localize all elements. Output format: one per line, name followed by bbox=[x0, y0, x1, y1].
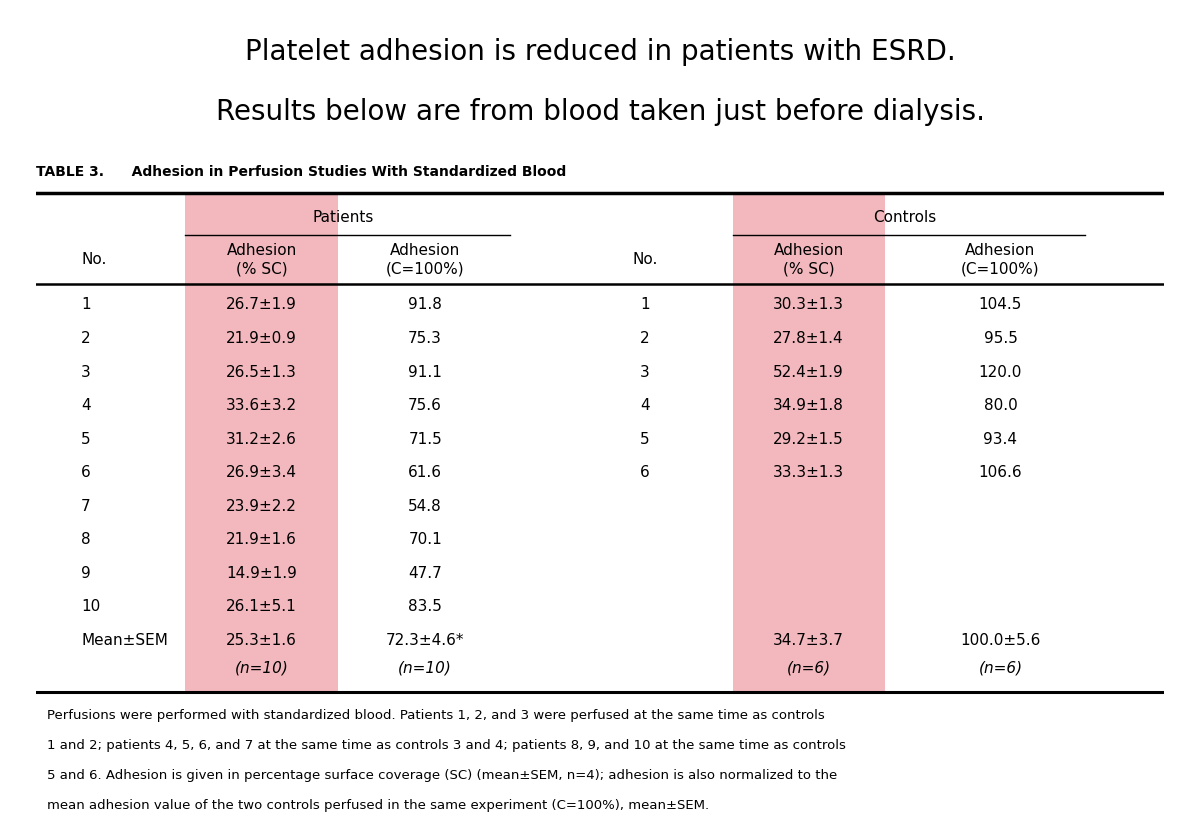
Text: 104.5: 104.5 bbox=[979, 298, 1022, 313]
Text: 6: 6 bbox=[641, 465, 650, 480]
Text: 5: 5 bbox=[82, 432, 91, 447]
Text: Platelet adhesion is reduced in patients with ESRD.: Platelet adhesion is reduced in patients… bbox=[245, 38, 955, 66]
Text: Patients: Patients bbox=[313, 210, 374, 226]
Text: 26.7±1.9: 26.7±1.9 bbox=[226, 298, 298, 313]
Text: 91.8: 91.8 bbox=[408, 298, 442, 313]
Text: 30.3±1.3: 30.3±1.3 bbox=[773, 298, 844, 313]
Text: 106.6: 106.6 bbox=[979, 465, 1022, 480]
Text: 14.9±1.9: 14.9±1.9 bbox=[226, 566, 298, 581]
Text: 3: 3 bbox=[641, 365, 650, 380]
Text: Adhesion
(% SC): Adhesion (% SC) bbox=[774, 243, 844, 276]
Text: 21.9±1.6: 21.9±1.6 bbox=[226, 533, 298, 547]
Text: (n=6): (n=6) bbox=[787, 661, 830, 676]
Text: 5: 5 bbox=[641, 432, 650, 447]
Bar bbox=[186, 193, 337, 692]
Text: No.: No. bbox=[632, 252, 658, 267]
Text: Results below are from blood taken just before dialysis.: Results below are from blood taken just … bbox=[216, 98, 984, 126]
Text: 52.4±1.9: 52.4±1.9 bbox=[773, 365, 844, 380]
Text: mean adhesion value of the two controls perfused in the same experiment (C=100%): mean adhesion value of the two controls … bbox=[47, 800, 709, 812]
Bar bbox=[732, 193, 884, 692]
Text: 34.9±1.8: 34.9±1.8 bbox=[773, 398, 844, 414]
Text: 26.5±1.3: 26.5±1.3 bbox=[226, 365, 298, 380]
Text: No.: No. bbox=[82, 252, 107, 267]
Text: 93.4: 93.4 bbox=[984, 432, 1018, 447]
Text: 31.2±2.6: 31.2±2.6 bbox=[226, 432, 298, 447]
Text: (n=6): (n=6) bbox=[978, 661, 1022, 676]
Text: 10: 10 bbox=[82, 600, 101, 614]
Text: 4: 4 bbox=[641, 398, 650, 414]
Text: TABLE 3.: TABLE 3. bbox=[36, 165, 104, 179]
Text: 2: 2 bbox=[641, 331, 650, 346]
Text: 71.5: 71.5 bbox=[408, 432, 442, 447]
Text: 7: 7 bbox=[82, 499, 91, 514]
Text: 27.8±1.4: 27.8±1.4 bbox=[773, 331, 844, 346]
Text: Perfusions were performed with standardized blood. Patients 1, 2, and 3 were per: Perfusions were performed with standardi… bbox=[47, 709, 826, 721]
Text: 70.1: 70.1 bbox=[408, 533, 442, 547]
Text: 26.9±3.4: 26.9±3.4 bbox=[226, 465, 298, 480]
Text: (n=10): (n=10) bbox=[235, 661, 288, 676]
Text: 54.8: 54.8 bbox=[408, 499, 442, 514]
Text: 1: 1 bbox=[641, 298, 650, 313]
Text: 9: 9 bbox=[82, 566, 91, 581]
Text: 25.3±1.6: 25.3±1.6 bbox=[226, 633, 298, 648]
Text: 6: 6 bbox=[82, 465, 91, 480]
Text: 75.3: 75.3 bbox=[408, 331, 442, 346]
Text: 21.9±0.9: 21.9±0.9 bbox=[226, 331, 298, 346]
Text: 47.7: 47.7 bbox=[408, 566, 442, 581]
Text: 91.1: 91.1 bbox=[408, 365, 442, 380]
Text: Mean±SEM: Mean±SEM bbox=[82, 633, 168, 648]
Text: Adhesion
(C=100%): Adhesion (C=100%) bbox=[961, 243, 1039, 276]
Text: 100.0±5.6: 100.0±5.6 bbox=[960, 633, 1040, 648]
Text: 80.0: 80.0 bbox=[984, 398, 1018, 414]
Text: 33.3±1.3: 33.3±1.3 bbox=[773, 465, 845, 480]
Text: 23.9±2.2: 23.9±2.2 bbox=[226, 499, 298, 514]
Text: 120.0: 120.0 bbox=[979, 365, 1022, 380]
Text: (n=10): (n=10) bbox=[398, 661, 452, 676]
Text: 3: 3 bbox=[82, 365, 91, 380]
Text: 75.6: 75.6 bbox=[408, 398, 442, 414]
Text: 95.5: 95.5 bbox=[984, 331, 1018, 346]
Text: 1: 1 bbox=[82, 298, 91, 313]
Text: 33.6±3.2: 33.6±3.2 bbox=[226, 398, 298, 414]
Text: Adhesion
(% SC): Adhesion (% SC) bbox=[227, 243, 296, 276]
Text: Adhesion
(C=100%): Adhesion (C=100%) bbox=[386, 243, 464, 276]
Text: Adhesion in Perfusion Studies With Standardized Blood: Adhesion in Perfusion Studies With Stand… bbox=[118, 165, 566, 179]
Text: 8: 8 bbox=[82, 533, 91, 547]
Text: 61.6: 61.6 bbox=[408, 465, 442, 480]
Text: 2: 2 bbox=[82, 331, 91, 346]
Text: 29.2±1.5: 29.2±1.5 bbox=[773, 432, 844, 447]
Text: 26.1±5.1: 26.1±5.1 bbox=[227, 600, 296, 614]
Text: 34.7±3.7: 34.7±3.7 bbox=[773, 633, 844, 648]
Text: 83.5: 83.5 bbox=[408, 600, 442, 614]
Text: 5 and 6. Adhesion is given in percentage surface coverage (SC) (mean±SEM, n=4); : 5 and 6. Adhesion is given in percentage… bbox=[47, 769, 838, 782]
Text: Controls: Controls bbox=[872, 210, 936, 226]
Text: 4: 4 bbox=[82, 398, 91, 414]
Text: 1 and 2; patients 4, 5, 6, and 7 at the same time as controls 3 and 4; patients : 1 and 2; patients 4, 5, 6, and 7 at the … bbox=[47, 739, 846, 752]
Text: 72.3±4.6*: 72.3±4.6* bbox=[386, 633, 464, 648]
